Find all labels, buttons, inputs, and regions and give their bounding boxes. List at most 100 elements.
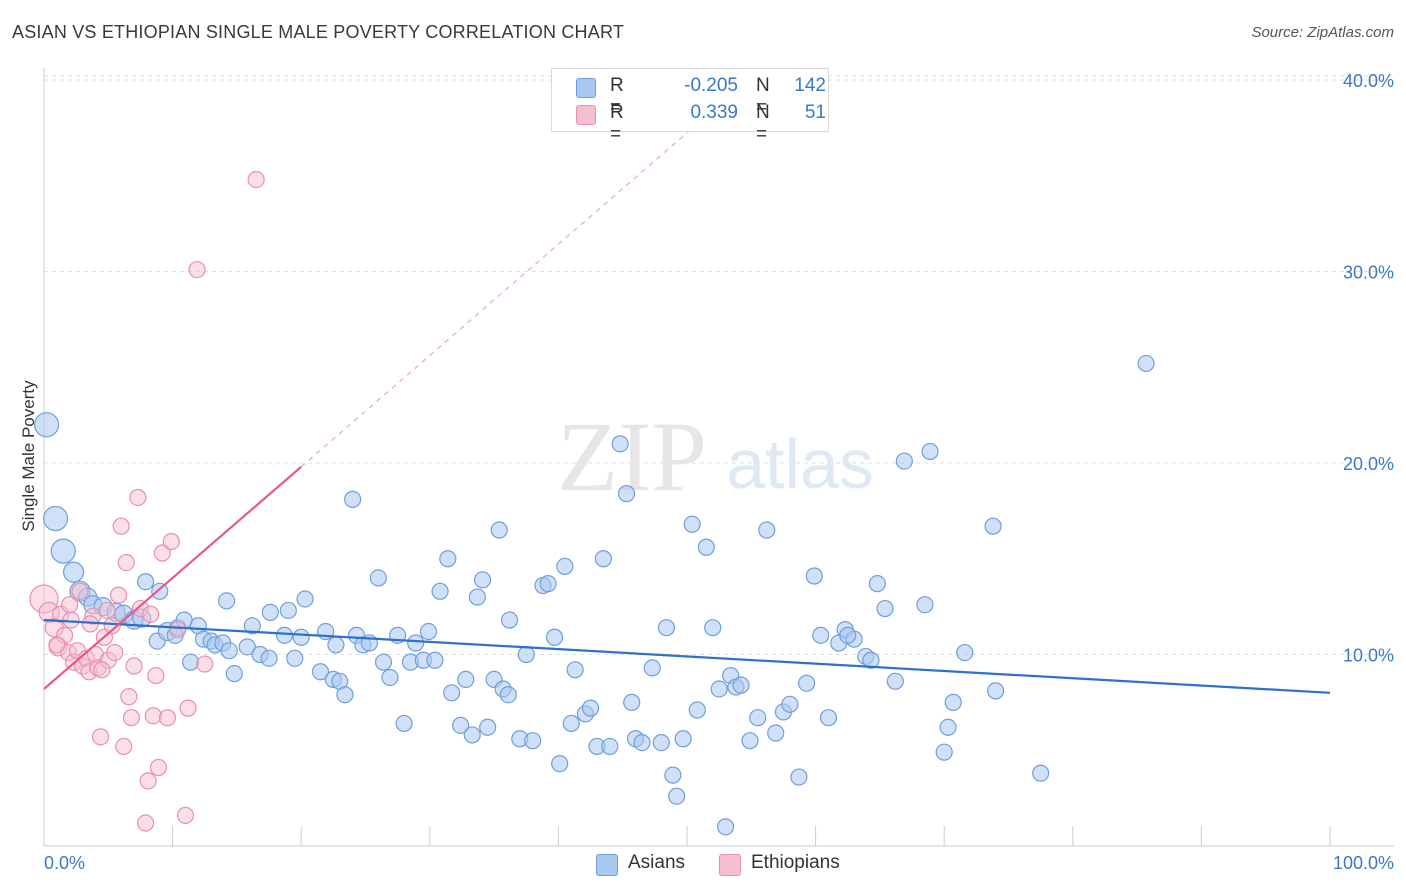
asian-point — [50, 538, 76, 564]
asian-point — [517, 645, 535, 664]
ethiopian-point — [125, 657, 143, 675]
ethiopian-point — [112, 517, 130, 535]
tick-labels: 10.0% 20.0% 30.0% 40.0% 0.0% 100.0% — [44, 71, 1394, 873]
asian-point — [987, 682, 1005, 700]
asian-point — [839, 626, 857, 644]
asian-point — [956, 643, 974, 662]
bottom-legend-label-ethiopians: Ethiopians — [751, 852, 840, 873]
ethiopian-trend-line — [43, 465, 302, 690]
asian-point — [524, 732, 542, 750]
asian-point — [374, 653, 393, 671]
asian-point — [33, 412, 60, 438]
asian-point — [657, 619, 676, 637]
asian-point — [311, 663, 330, 681]
asian-point — [566, 661, 584, 679]
watermark: ZIP atlas — [557, 401, 874, 512]
asian-point — [369, 569, 387, 587]
legend-n-label: N = — [756, 75, 770, 118]
ethiopian-point — [136, 814, 155, 832]
asian-point — [767, 724, 785, 742]
asian-point — [395, 714, 413, 733]
asian-point — [704, 619, 722, 637]
asian-point — [279, 601, 297, 620]
ethiopian-point — [98, 601, 116, 620]
ethiopian-point — [169, 621, 187, 639]
ethiopian-point — [91, 728, 110, 746]
asian-point — [1032, 764, 1050, 782]
y-tick-label: 20.0% — [1343, 454, 1394, 474]
asian-point — [716, 818, 735, 836]
ethiopian-point — [179, 699, 197, 717]
x-tick-label: 100.0% — [1333, 853, 1394, 873]
asian-point — [344, 490, 362, 508]
ethiopian-point — [158, 709, 177, 727]
ethiopian-point — [115, 737, 133, 756]
asian-point — [601, 737, 619, 756]
legend-n-label: N = — [756, 102, 770, 145]
source-label: Source: ZipAtlas.com — [1251, 24, 1394, 41]
asian-point — [42, 505, 69, 532]
y-tick-label: 30.0% — [1343, 263, 1394, 283]
y-tick-label: 40.0% — [1343, 71, 1394, 91]
asian-point — [594, 550, 613, 568]
ethiopian-trend-extension — [300, 110, 714, 468]
asian-point — [790, 768, 808, 786]
asian-point — [886, 672, 904, 690]
asian-point — [463, 726, 481, 744]
legend-r-value: 0.339 — [690, 102, 738, 123]
asian-point — [862, 651, 880, 669]
asian-point — [182, 653, 200, 671]
legend-swatch-asians — [576, 78, 596, 98]
asian-point — [876, 599, 894, 618]
legend-r-value: -0.205 — [684, 75, 738, 96]
bottom-legend-label-asians: Asians — [628, 852, 686, 873]
asian-point — [643, 659, 661, 677]
series-asians — [33, 354, 1155, 836]
correlation-legend: R = -0.205 N = 142 R = 0.339 N = 51 — [551, 68, 829, 145]
asian-point — [499, 686, 517, 704]
asian-point — [683, 515, 701, 533]
asian-point — [697, 538, 715, 556]
asian-point — [741, 732, 759, 750]
x-tick-label: 0.0% — [44, 853, 85, 873]
trend-lines — [43, 110, 1331, 694]
asian-point — [539, 575, 557, 593]
watermark-atlas: atlas — [726, 425, 874, 503]
asian-point — [556, 557, 574, 576]
asian-point — [238, 638, 256, 656]
asian-point — [468, 588, 486, 606]
ethiopian-point — [62, 611, 80, 629]
ethiopian-point — [129, 488, 147, 507]
ethiopian-point — [149, 758, 168, 777]
asian-point — [62, 561, 85, 583]
asian-point — [479, 718, 497, 736]
asian-point — [732, 676, 750, 694]
asian-point — [664, 766, 682, 784]
ethiopian-point — [61, 596, 79, 614]
ethiopian-point — [147, 666, 165, 685]
asian-point — [500, 611, 519, 629]
asian-point — [381, 668, 399, 687]
series-ethiopians — [29, 170, 265, 832]
asian-point — [819, 709, 838, 727]
ethiopian-point — [120, 688, 138, 706]
asian-point — [286, 649, 304, 667]
bottom-legend-swatch-ethiopians — [719, 854, 741, 876]
asian-point — [327, 636, 345, 654]
asian-point — [749, 709, 767, 727]
asian-point — [452, 716, 470, 734]
asian-point — [426, 651, 444, 669]
asian-point — [812, 626, 830, 644]
asian-point — [545, 628, 564, 646]
ethiopian-point — [93, 661, 111, 679]
asian-point — [581, 699, 600, 717]
ethiopian-point — [196, 655, 214, 673]
asian-point — [805, 567, 823, 585]
ethiopian-point — [176, 806, 195, 824]
asian-trend-line — [43, 618, 1331, 694]
asian-point — [1137, 354, 1155, 373]
asian-point — [260, 649, 278, 667]
asian-point — [457, 670, 475, 688]
y-axis-label: Single Male Poverty — [19, 380, 38, 532]
ethiopian-point — [48, 636, 66, 654]
